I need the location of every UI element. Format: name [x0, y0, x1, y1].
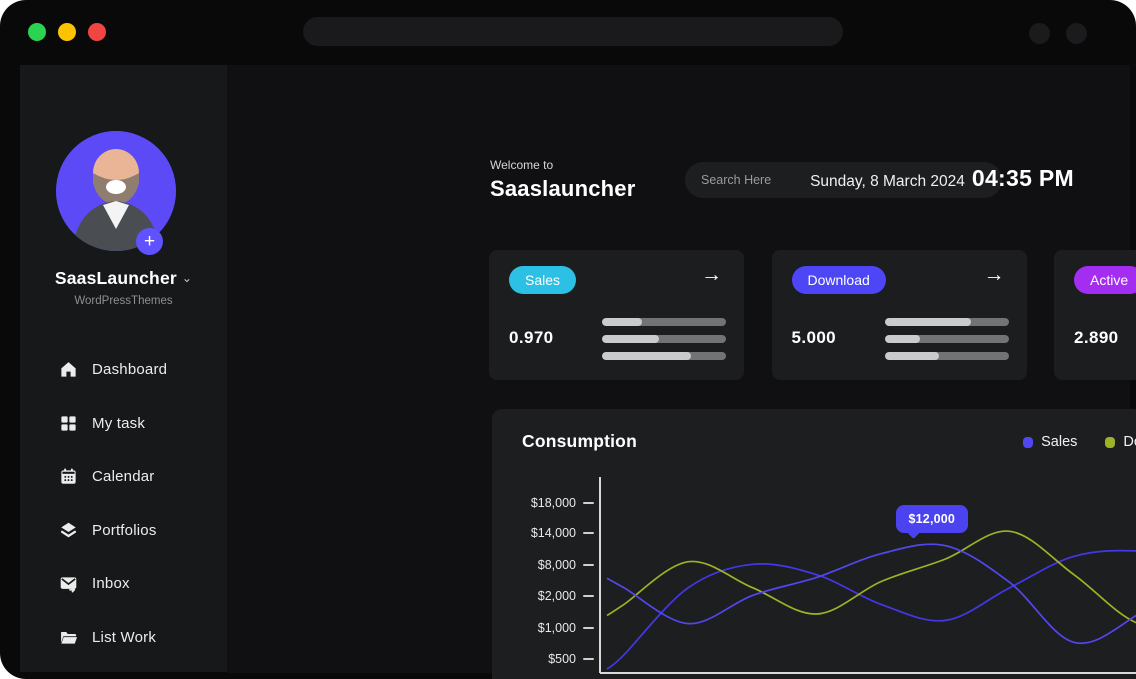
stat-value: 5.000 — [791, 328, 837, 347]
stat-value: 0.970 — [509, 328, 554, 347]
tooltip-value: $12,000 — [908, 511, 956, 526]
legend-dot — [1105, 436, 1116, 448]
y-axis-tick: $1,000 — [510, 621, 594, 635]
tick-dash — [583, 564, 594, 566]
datetime: Sunday, 8 March 2024 04:35 PM — [810, 165, 1074, 192]
layers-icon — [58, 520, 78, 540]
y-axis-label: $1,000 — [537, 621, 576, 635]
date-text: Sunday, 8 March 2024 — [810, 173, 965, 190]
stat-card-active: Active→2.890 — [1054, 250, 1136, 380]
stat-value: 2.890 — [1074, 328, 1119, 347]
sidebar-item-label: Dashboard — [92, 361, 168, 379]
window-button[interactable] — [1066, 23, 1087, 44]
y-axis-label: $500 — [548, 652, 576, 666]
y-axis-tick: $8,000 — [510, 558, 594, 572]
chevron-down-icon: ⌄ — [181, 271, 193, 285]
sidebar-item-dashboard[interactable]: Dashboard — [20, 343, 227, 397]
legend-item-sales[interactable]: Sales — [1023, 434, 1077, 450]
legend-label: Sales — [1041, 434, 1078, 450]
stat-badge: Active — [1074, 266, 1136, 294]
profile-name[interactable]: SaasLauncher ⌄ — [20, 268, 227, 289]
calendar-icon — [58, 467, 78, 487]
progress-bar — [884, 318, 1009, 326]
stat-progress-bars — [602, 318, 726, 369]
progress-bar — [602, 318, 726, 326]
progress-bar — [884, 335, 1009, 343]
chart-legend: SalesDownloadProfits — [1023, 434, 1136, 450]
consumption-chart-card: Consumption SalesDownloadProfits $18,000… — [492, 409, 1136, 679]
sidebar-item-label: My task — [92, 414, 146, 432]
folder-icon — [58, 627, 78, 647]
welcome-text: Welcome to — [490, 158, 554, 172]
sidebar-item-label: Inbox — [92, 575, 130, 593]
green-traffic-light[interactable] — [28, 23, 46, 41]
progress-bar — [602, 335, 726, 343]
stat-card-sales: Sales → 0.970 — [489, 250, 744, 380]
stat-progress-bars — [884, 318, 1009, 369]
tick-dash — [583, 595, 594, 597]
sidebar-item-my-task[interactable]: My task — [20, 397, 227, 451]
grid-icon — [58, 413, 78, 433]
traffic-lights — [28, 23, 106, 41]
y-axis-label: $8,000 — [537, 558, 576, 572]
sidebar-item-label: Portfolios — [92, 521, 157, 539]
y-axis-tick: $18,000 — [510, 496, 594, 510]
page-title: Saaslauncher — [490, 176, 636, 201]
sidebar-item-list-work[interactable]: List Work — [20, 611, 227, 665]
sidebar-item-label: List Work — [92, 628, 157, 646]
legend-dot — [1023, 436, 1034, 448]
tick-dash — [583, 532, 594, 534]
y-axis-tick: $2,000 — [510, 589, 594, 603]
sidebar-item-label: Calendar — [92, 468, 155, 486]
search-input[interactable] — [685, 162, 1002, 198]
sidebar: + SaasLauncher ⌄ WordPressThemes Dashboar… — [20, 65, 227, 672]
yellow-traffic-light[interactable] — [58, 23, 76, 41]
sidebar-item-inbox[interactable]: Inbox — [20, 557, 227, 611]
arrow-right-icon[interactable]: → — [701, 263, 722, 286]
y-axis-label: $18,000 — [530, 496, 576, 510]
chart-canvas — [599, 477, 1136, 674]
stat-badge: Sales — [509, 266, 577, 294]
sidebar-item-calendar[interactable]: Calendar — [20, 450, 227, 504]
tick-dash — [583, 658, 594, 660]
line-series-profits — [606, 549, 1136, 670]
progress-bar — [602, 352, 726, 360]
inbox-icon — [58, 574, 78, 594]
tick-dash — [583, 627, 594, 629]
legend-item-download[interactable]: Download — [1105, 434, 1136, 450]
y-axis-tick: $500 — [510, 652, 594, 666]
arrow-right-icon[interactable]: → — [983, 263, 1005, 286]
y-axis-tick: $14,000 — [510, 526, 594, 540]
window-button[interactable] — [1029, 23, 1050, 44]
tick-dash — [583, 502, 594, 504]
stat-card-download: Download → 5.000 — [771, 250, 1027, 380]
progress-bar — [884, 352, 1009, 360]
line-series-sales — [606, 543, 1136, 645]
stat-badge: Download — [791, 266, 886, 294]
line-series-download — [606, 530, 1136, 624]
red-traffic-light[interactable] — [88, 23, 106, 41]
profile-subtitle: WordPressThemes — [74, 295, 173, 307]
time-text: 04:35 PM — [971, 165, 1074, 191]
address-bar[interactable] — [303, 17, 843, 46]
legend-label: Download — [1123, 434, 1136, 450]
y-axis-label: $2,000 — [537, 589, 576, 603]
profile-name-label: SaasLauncher — [54, 268, 177, 288]
chart-tooltip: $12,000 — [895, 504, 969, 539]
chart-title: Consumption — [522, 431, 637, 451]
sidebar-nav: Dashboard My task Calendar Portfolios Inbox L… — [20, 343, 227, 664]
home-icon — [58, 360, 78, 380]
stat-cards-row: Sales → 0.970 Download → 5.000 Active→2.890 — [489, 250, 1136, 380]
main-content: Welcome to Saaslauncher Sunday, 8 March … — [227, 65, 1136, 679]
add-profile-button[interactable]: + — [136, 228, 163, 255]
chart-plot: $18,000$14,000$8,000$2,000$1,000$500JanF… — [510, 473, 1136, 679]
y-axis-label: $14,000 — [530, 526, 576, 540]
sidebar-item-portfolios[interactable]: Portfolios — [20, 504, 227, 558]
